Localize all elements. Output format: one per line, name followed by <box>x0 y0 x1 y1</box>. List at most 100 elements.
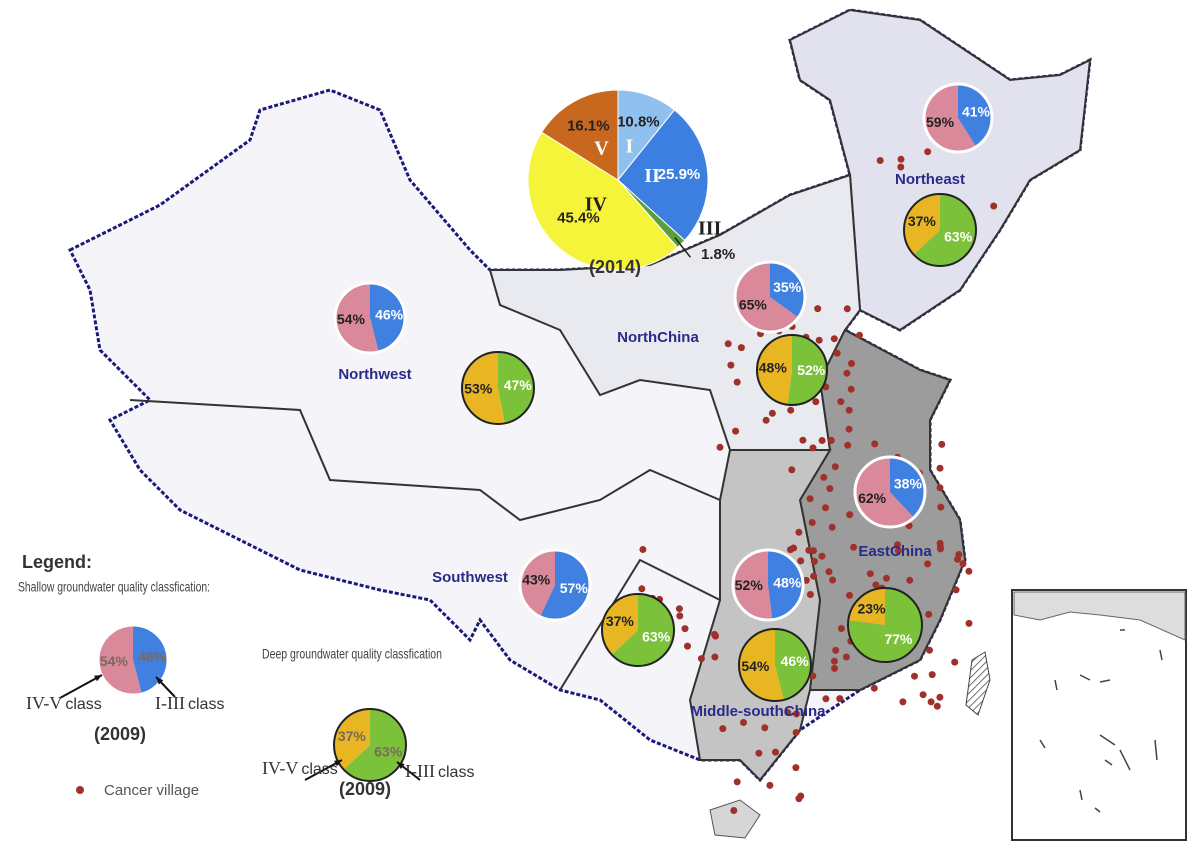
shallow-outline <box>853 455 927 529</box>
cancer-village <box>799 436 807 444</box>
cancer-village <box>831 463 839 471</box>
cancer-village <box>938 440 946 448</box>
shallow-value-label: 57% <box>560 580 589 596</box>
cancer-village <box>724 340 732 348</box>
cancer-village <box>684 642 691 650</box>
cancer-village <box>925 610 933 618</box>
cancer-village <box>788 466 796 474</box>
legend-class-label: IV-V class <box>262 758 338 778</box>
shallow-outline <box>518 548 592 622</box>
cancer-village <box>965 567 973 575</box>
cancer-village <box>928 671 936 679</box>
shallow-wedge <box>133 625 168 694</box>
class-word: class <box>188 696 224 713</box>
cancer-village <box>826 485 834 493</box>
hainan <box>709 799 761 839</box>
cancer-village <box>711 630 719 638</box>
national-class-label: I <box>625 135 633 157</box>
legend-class-label: I-III class <box>155 693 224 713</box>
cancer-village <box>761 724 769 732</box>
cancer-village <box>936 484 944 492</box>
class-word: class <box>301 761 337 778</box>
legend-year: (2009) <box>94 724 146 744</box>
legend-arrow <box>59 674 103 699</box>
cancer-village <box>926 646 933 654</box>
cancer-village <box>822 695 830 703</box>
region-border <box>129 399 721 522</box>
cancer-village <box>762 416 770 424</box>
deep-value-label: 37% <box>338 728 367 744</box>
cancer-village <box>818 437 826 444</box>
deep-wedge <box>738 629 784 702</box>
cancer-village <box>845 425 853 433</box>
shallow-value-label: 65% <box>739 296 768 312</box>
legend-year: (2009) <box>339 779 391 799</box>
legend-class-label: I-III class <box>405 761 474 781</box>
cancer-village <box>793 710 800 718</box>
cancer-village <box>676 612 684 620</box>
cancer-village <box>675 605 683 613</box>
deep-value-label: 48% <box>759 359 788 375</box>
cancer-village <box>871 440 879 448</box>
class-word: class <box>65 696 101 713</box>
cancer-village <box>845 406 853 414</box>
region-name: Middle-southChina <box>691 703 827 720</box>
cancer-village <box>697 655 705 663</box>
cancer-village <box>809 672 817 680</box>
cancer-village <box>837 625 845 632</box>
cancer-village <box>639 546 647 553</box>
cancer-village <box>919 691 927 699</box>
cancer-village <box>837 398 845 406</box>
cancer-village <box>894 541 901 549</box>
region-name: Northwest <box>338 366 411 383</box>
legend-arrowhead <box>397 762 405 769</box>
cancer-village <box>797 557 805 565</box>
cancer-village <box>795 528 803 536</box>
deep-outline <box>903 193 977 267</box>
deep-outline <box>756 334 828 406</box>
cancer-village <box>850 543 858 551</box>
shallow-wedge <box>924 84 977 152</box>
shallow-wedge <box>520 550 555 617</box>
cancer-village <box>936 464 944 472</box>
national-wedge <box>541 89 619 181</box>
shallow-wedge <box>854 457 914 527</box>
deep-wedge <box>334 709 370 770</box>
deep-value-label: 77% <box>884 631 913 647</box>
national-class-label: III <box>698 218 722 240</box>
deep-value-label: 63% <box>642 629 671 645</box>
region-name: Southwest <box>432 569 508 586</box>
cancer-village <box>730 807 738 814</box>
cancer-village <box>936 693 944 701</box>
cancer-village <box>727 361 735 369</box>
cancer-village <box>990 202 998 210</box>
cancer-village <box>937 545 944 553</box>
deep-wedge <box>787 335 827 405</box>
cancer-village <box>638 585 646 593</box>
national-value-label: 25.9% <box>658 166 701 183</box>
shallow-wedge <box>370 283 406 352</box>
cancer-village <box>843 305 851 313</box>
cancer-village <box>899 698 907 706</box>
shallow-wedge <box>732 550 773 620</box>
cancer-village <box>829 576 837 584</box>
cancer-village <box>802 576 810 584</box>
deep-wedge <box>602 594 638 655</box>
cancer-village <box>876 157 884 164</box>
cancer-village <box>848 360 855 367</box>
deep-wedge <box>343 709 407 781</box>
cancer-village <box>681 625 689 633</box>
cancer-village <box>933 702 941 710</box>
cancer-village <box>872 581 880 589</box>
inset-frame <box>1011 589 1187 841</box>
cancer-village <box>733 378 741 386</box>
taiwan <box>965 651 991 716</box>
cancer-village <box>897 155 905 163</box>
national-value-label: 45.4% <box>557 210 600 227</box>
shallow-outline <box>922 82 994 154</box>
cancer-village <box>846 511 854 519</box>
cancer-village <box>844 441 852 449</box>
class-range: I-III <box>405 761 435 781</box>
shallow-value-label: 59% <box>926 114 955 130</box>
